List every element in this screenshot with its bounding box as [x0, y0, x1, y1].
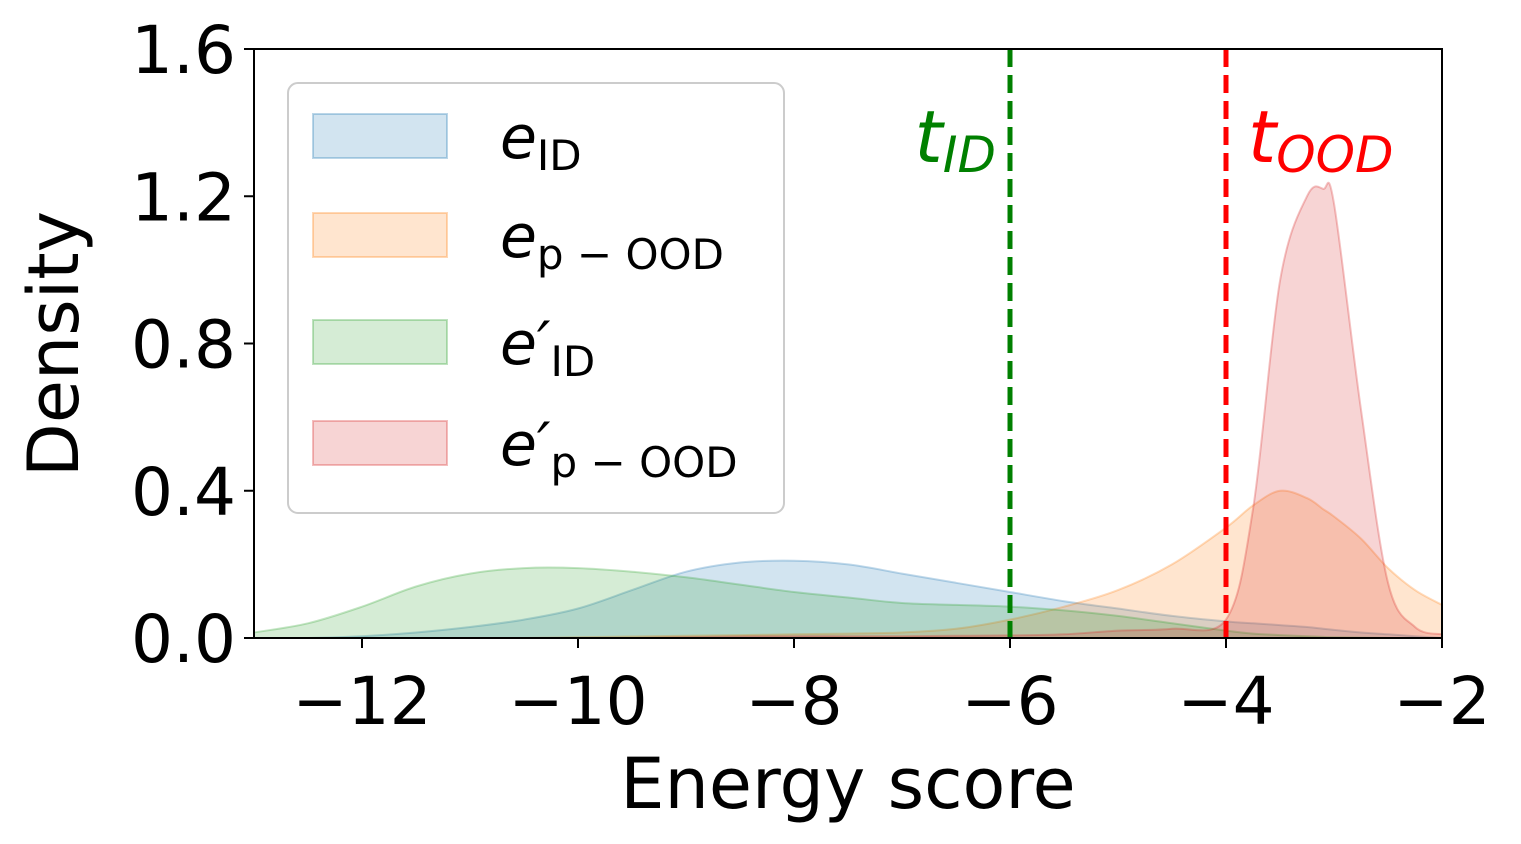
legend-label: ep − OOD: [500, 202, 724, 279]
area-3: [254, 567, 1442, 638]
legend-swatch: [312, 420, 448, 466]
x-axis-title: Energy score: [620, 743, 1075, 825]
legend-swatch: [312, 319, 448, 365]
area-2: [254, 490, 1442, 638]
y-tick-label: 0.8: [131, 307, 236, 384]
threshold-label-id: tID: [915, 95, 996, 184]
y-tick-label: 0.4: [131, 454, 236, 531]
legend-label: e′ID: [500, 309, 595, 386]
x-tick-label: −12: [292, 663, 431, 740]
y-axis-title: Density: [13, 211, 95, 477]
x-tick-label: −6: [961, 663, 1058, 740]
x-tick-label: −4: [1177, 663, 1274, 740]
x-axis-ticks: −12 −10 −8 −6 −4 −2: [292, 638, 1491, 740]
area-4: [254, 182, 1442, 638]
legend-swatch: [312, 212, 448, 258]
area-outline-1: [254, 559, 1442, 638]
area-1: [254, 560, 1442, 638]
area-outline-2: [254, 489, 1442, 638]
legend-label: eID: [500, 103, 582, 180]
x-tick-label: −10: [508, 663, 647, 740]
threshold-lines: tID tOOD: [915, 49, 1393, 638]
y-tick-label: 1.2: [131, 159, 236, 236]
area-outline-4: [254, 181, 1442, 638]
legend-label: e′p − OOD: [500, 410, 738, 487]
legend-swatch: [312, 113, 448, 159]
y-axis-ticks: 0.0 0.4 0.8 1.2 1.6: [131, 12, 254, 678]
legend-box: [287, 82, 785, 514]
x-tick-label: −2: [1393, 663, 1490, 740]
y-tick-label: 1.6: [131, 12, 236, 89]
y-tick-label: 0.0: [131, 601, 236, 678]
threshold-label-ood: tOOD: [1248, 95, 1393, 184]
legend: eID ep − OOD e′ID e′p − OOD: [287, 82, 785, 514]
x-tick-label: −8: [745, 663, 842, 740]
